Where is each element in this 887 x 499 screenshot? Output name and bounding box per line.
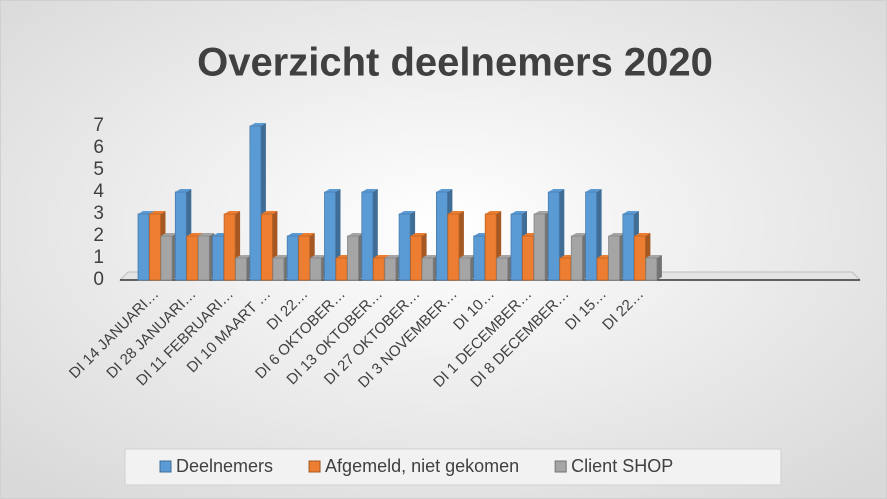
bar xyxy=(260,213,273,281)
bar xyxy=(585,191,597,281)
y-tick-label: 4 xyxy=(93,181,104,202)
chart-title: Overzicht deelnemers 2020 xyxy=(197,41,713,85)
bar xyxy=(212,235,225,281)
bar-top xyxy=(422,255,439,258)
bar-top xyxy=(361,189,378,192)
bar-top xyxy=(224,211,241,214)
bar-top xyxy=(534,211,550,214)
bar-top xyxy=(548,189,565,192)
bar xyxy=(533,213,546,281)
y-tick-label: 0 xyxy=(93,269,104,290)
bar-top xyxy=(373,255,390,258)
bar xyxy=(335,257,348,281)
bar xyxy=(361,191,374,281)
bar-top xyxy=(186,233,203,236)
bar-top xyxy=(138,211,154,214)
bar xyxy=(298,235,311,281)
legend xyxy=(124,448,782,486)
bar xyxy=(435,191,448,281)
bar-top xyxy=(287,233,304,236)
bar xyxy=(484,213,497,281)
bar xyxy=(372,257,385,281)
bar-top xyxy=(399,211,416,214)
bar xyxy=(645,257,658,281)
legend-label: Deelnemers xyxy=(176,456,273,476)
legend-label: Client SHOP xyxy=(571,456,673,476)
bar xyxy=(249,125,262,281)
bar xyxy=(286,235,299,281)
y-tick-label: 7 xyxy=(93,115,104,136)
y-tick-label: 6 xyxy=(93,137,104,158)
bar-top xyxy=(585,189,602,192)
bar-top xyxy=(149,211,166,214)
bar xyxy=(410,235,423,281)
bar xyxy=(608,235,620,281)
bar-top xyxy=(608,233,625,236)
bar-top xyxy=(310,255,327,258)
bar xyxy=(160,235,173,281)
bar-top xyxy=(410,233,427,236)
bar-top xyxy=(324,189,341,192)
bar xyxy=(309,257,322,281)
bar xyxy=(622,213,635,281)
legend-swatch xyxy=(159,460,172,473)
bar-top xyxy=(347,233,364,236)
bar xyxy=(496,257,509,281)
bar xyxy=(137,213,150,281)
bar xyxy=(547,191,560,281)
bar-top xyxy=(496,255,513,258)
bar xyxy=(398,213,411,281)
bar-top xyxy=(447,211,464,214)
bar xyxy=(634,235,646,281)
bar-top xyxy=(485,211,502,214)
bar-top xyxy=(645,255,662,258)
y-tick-label: 2 xyxy=(93,225,104,246)
bar xyxy=(197,235,210,281)
bar xyxy=(510,213,523,281)
bar-top xyxy=(161,233,177,236)
bar-top xyxy=(175,189,192,192)
bar-top xyxy=(298,233,315,236)
bar-side xyxy=(656,255,662,280)
bar xyxy=(149,213,161,281)
bar xyxy=(324,191,336,281)
bar-top xyxy=(198,233,215,236)
bar xyxy=(186,235,199,281)
bar xyxy=(596,257,609,281)
bar xyxy=(570,235,583,281)
bar-top xyxy=(249,123,266,126)
y-tick-label: 5 xyxy=(93,159,104,180)
bar xyxy=(447,213,460,281)
legend-swatch xyxy=(308,460,321,473)
bar xyxy=(473,235,486,281)
bar-top xyxy=(511,211,527,214)
legend-swatch xyxy=(554,460,567,473)
bar xyxy=(223,213,236,281)
bar xyxy=(522,235,534,281)
bar xyxy=(174,191,187,281)
bar xyxy=(559,257,572,281)
bar xyxy=(384,257,397,281)
bar xyxy=(421,257,434,281)
legend-label: Afgemeld, niet gekomen xyxy=(325,456,519,476)
bar-top xyxy=(622,211,639,214)
bar xyxy=(272,257,285,281)
bar xyxy=(458,257,471,281)
bar-top xyxy=(235,255,252,258)
bar-top xyxy=(261,211,278,214)
bar-top xyxy=(634,233,651,236)
bar-top xyxy=(272,255,289,258)
y-tick-label: 1 xyxy=(93,247,104,268)
bar xyxy=(347,235,359,281)
bar xyxy=(235,257,248,281)
y-tick-label: 3 xyxy=(93,203,104,224)
bar-top xyxy=(384,255,401,258)
bar-top xyxy=(571,233,588,236)
bar-top xyxy=(436,189,453,192)
bar-top xyxy=(459,255,476,258)
